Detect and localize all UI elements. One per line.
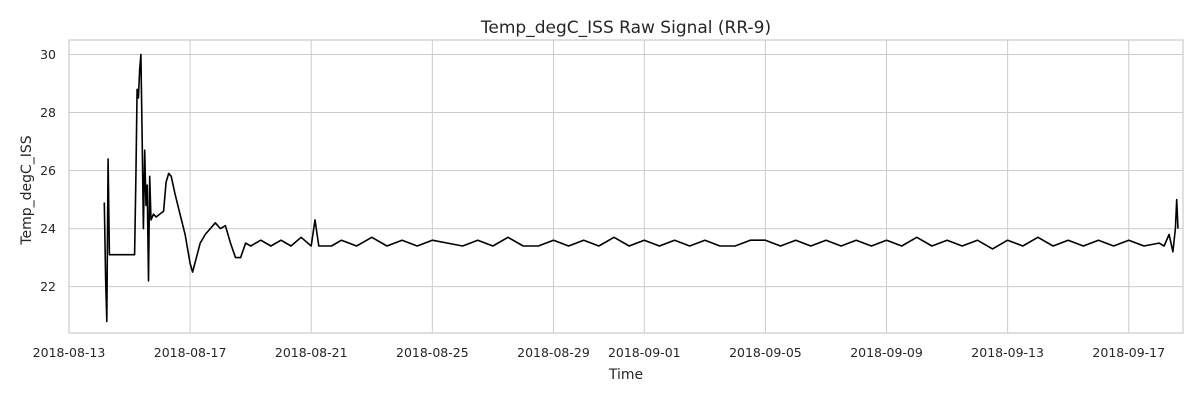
y-tick-label: 30 xyxy=(40,47,56,62)
x-tick-label: 2018-09-05 xyxy=(729,345,802,360)
x-tick-label: 2018-09-09 xyxy=(850,345,923,360)
x-tick-label: 2018-08-29 xyxy=(517,345,590,360)
y-tick-label: 26 xyxy=(40,163,56,178)
plot-frame xyxy=(68,39,1184,334)
y-tick-label: 22 xyxy=(40,279,56,294)
y-axis-ticks: 22 24 26 28 30 xyxy=(40,47,56,294)
y-axis-label: Temp_degC_ISS xyxy=(19,135,35,245)
grid xyxy=(68,40,1183,333)
series-line xyxy=(103,53,1179,323)
y-tick-label: 28 xyxy=(40,105,56,120)
x-tick-label: 2018-08-25 xyxy=(396,345,469,360)
x-tick-label: 2018-09-17 xyxy=(1092,345,1165,360)
x-tick-label: 2018-09-13 xyxy=(971,345,1044,360)
x-tick-label: 2018-08-21 xyxy=(275,345,348,360)
x-tick-label: 2018-09-01 xyxy=(608,345,681,360)
x-axis-label: Time xyxy=(608,367,643,383)
x-tick-label: 2018-08-13 xyxy=(33,345,106,360)
y-tick-label: 24 xyxy=(40,221,56,236)
x-tick-label: 2018-08-17 xyxy=(154,345,227,360)
chart-title: Temp_degC_ISS Raw Signal (RR-9) xyxy=(480,18,771,38)
x-axis-ticks: 2018-08-13 2018-08-17 2018-08-21 2018-08-25… xyxy=(33,345,1165,360)
